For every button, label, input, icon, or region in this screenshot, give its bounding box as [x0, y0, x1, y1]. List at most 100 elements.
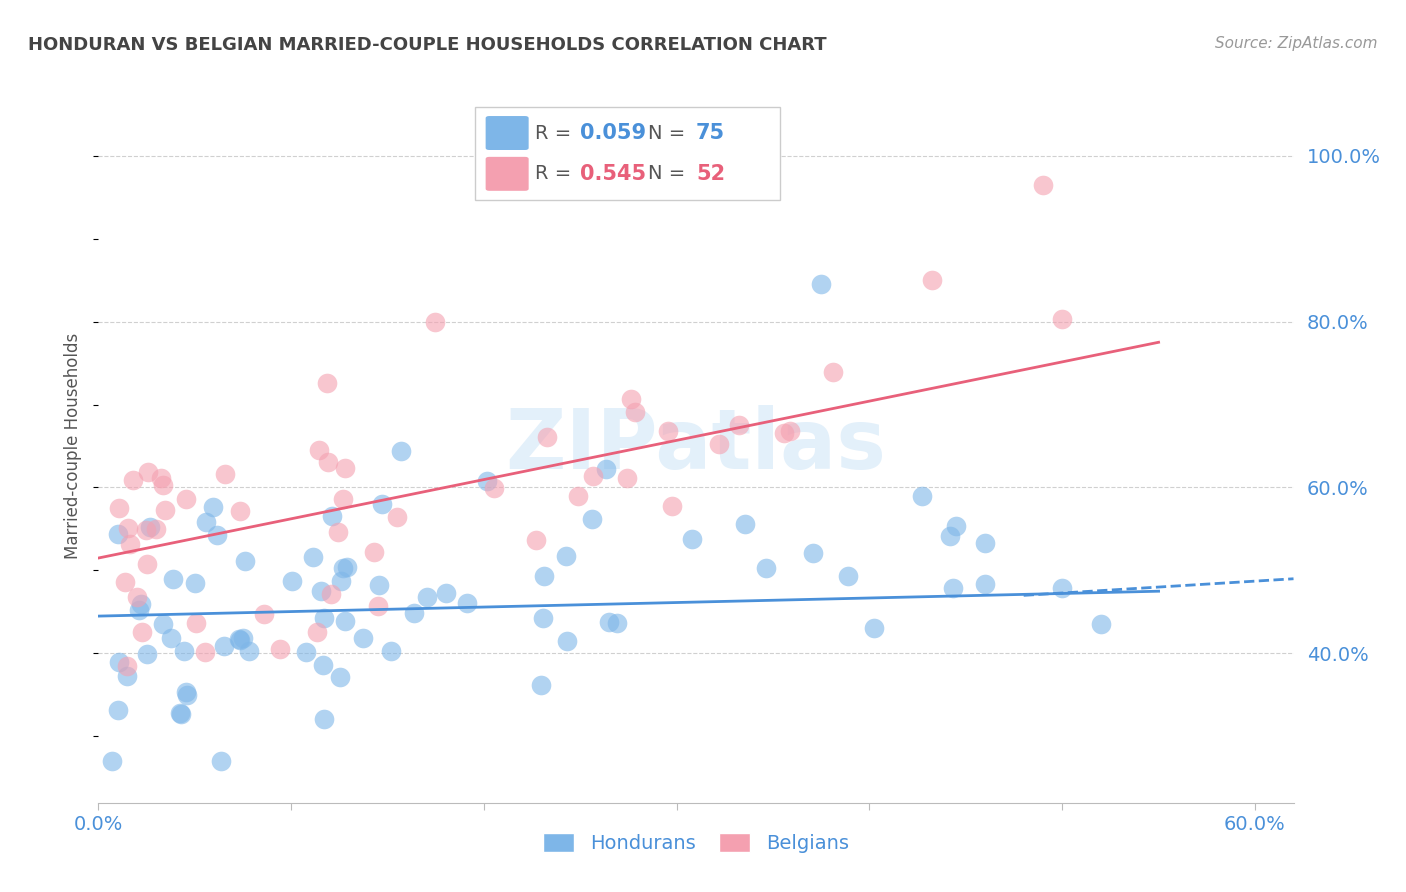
Point: [801, 546, 824, 560]
Point: [152, 616, 174, 631]
Point: [921, 273, 943, 287]
Point: [195, 515, 218, 529]
Point: [169, 706, 191, 721]
Point: [1050, 312, 1073, 326]
Point: [162, 572, 184, 586]
Point: [131, 624, 153, 639]
Point: [176, 688, 198, 702]
Point: [616, 471, 638, 485]
Point: [173, 644, 195, 658]
Point: [238, 644, 260, 658]
Point: [581, 512, 603, 526]
Point: [121, 473, 143, 487]
Point: [773, 425, 796, 440]
Point: [779, 424, 801, 438]
Point: [1032, 178, 1054, 192]
Point: [135, 647, 157, 661]
Point: [307, 625, 329, 640]
Point: [228, 503, 250, 517]
Point: [661, 499, 683, 513]
Point: [332, 561, 354, 575]
Text: 75: 75: [696, 123, 725, 143]
Point: [312, 712, 335, 726]
Point: [333, 614, 356, 628]
Point: [555, 634, 578, 648]
Point: [174, 685, 197, 699]
Point: [404, 606, 426, 620]
Point: [315, 376, 337, 390]
Point: [117, 521, 139, 535]
Point: [152, 478, 174, 492]
Point: [363, 545, 385, 559]
Point: [823, 365, 845, 379]
Point: [530, 678, 553, 692]
Point: [127, 590, 149, 604]
Point: [368, 577, 391, 591]
Point: [131, 597, 153, 611]
Point: [911, 489, 934, 503]
Legend: Hondurans, Belgians: Hondurans, Belgians: [536, 825, 856, 861]
Point: [974, 576, 997, 591]
Point: [456, 596, 478, 610]
Point: [174, 491, 197, 506]
Point: [184, 575, 207, 590]
Point: [150, 471, 173, 485]
Point: [108, 655, 131, 669]
Text: 0.545: 0.545: [581, 164, 647, 184]
Point: [1050, 581, 1073, 595]
Point: [118, 537, 141, 551]
Point: [312, 657, 335, 672]
Point: [387, 509, 409, 524]
Point: [100, 754, 122, 768]
Point: [253, 607, 276, 621]
Point: [214, 467, 236, 481]
Point: [810, 277, 832, 292]
Point: [555, 549, 578, 563]
Point: [524, 533, 547, 547]
Point: [201, 500, 224, 515]
Point: [620, 392, 643, 406]
Point: [567, 489, 589, 503]
Point: [326, 524, 349, 539]
Point: [308, 442, 330, 457]
Point: [582, 469, 605, 483]
Point: [235, 554, 257, 568]
Point: [107, 527, 129, 541]
Point: [389, 444, 412, 458]
Point: [302, 549, 325, 564]
Point: [135, 523, 157, 537]
Point: [352, 631, 374, 645]
Point: [209, 754, 232, 768]
Point: [837, 568, 859, 582]
Point: [314, 611, 336, 625]
Point: [606, 616, 628, 631]
Point: [336, 560, 359, 574]
Point: [184, 616, 207, 631]
Point: [416, 590, 439, 604]
Point: [108, 501, 131, 516]
Text: R =: R =: [534, 164, 576, 184]
Point: [624, 405, 647, 419]
Point: [160, 631, 183, 645]
Point: [728, 418, 751, 433]
Point: [755, 561, 778, 575]
Point: [153, 502, 176, 516]
Point: [945, 519, 967, 533]
Point: [228, 632, 250, 647]
Point: [145, 522, 167, 536]
FancyBboxPatch shape: [475, 107, 780, 200]
Text: N =: N =: [648, 123, 692, 143]
Point: [531, 611, 554, 625]
Point: [330, 574, 353, 589]
Point: [734, 517, 756, 532]
Point: [380, 644, 402, 658]
FancyBboxPatch shape: [485, 116, 529, 150]
Point: [321, 508, 343, 523]
Point: [434, 586, 457, 600]
Point: [939, 528, 962, 542]
FancyBboxPatch shape: [485, 157, 529, 191]
Text: Source: ZipAtlas.com: Source: ZipAtlas.com: [1215, 36, 1378, 51]
Point: [232, 631, 254, 645]
Point: [707, 437, 730, 451]
Point: [136, 465, 159, 479]
